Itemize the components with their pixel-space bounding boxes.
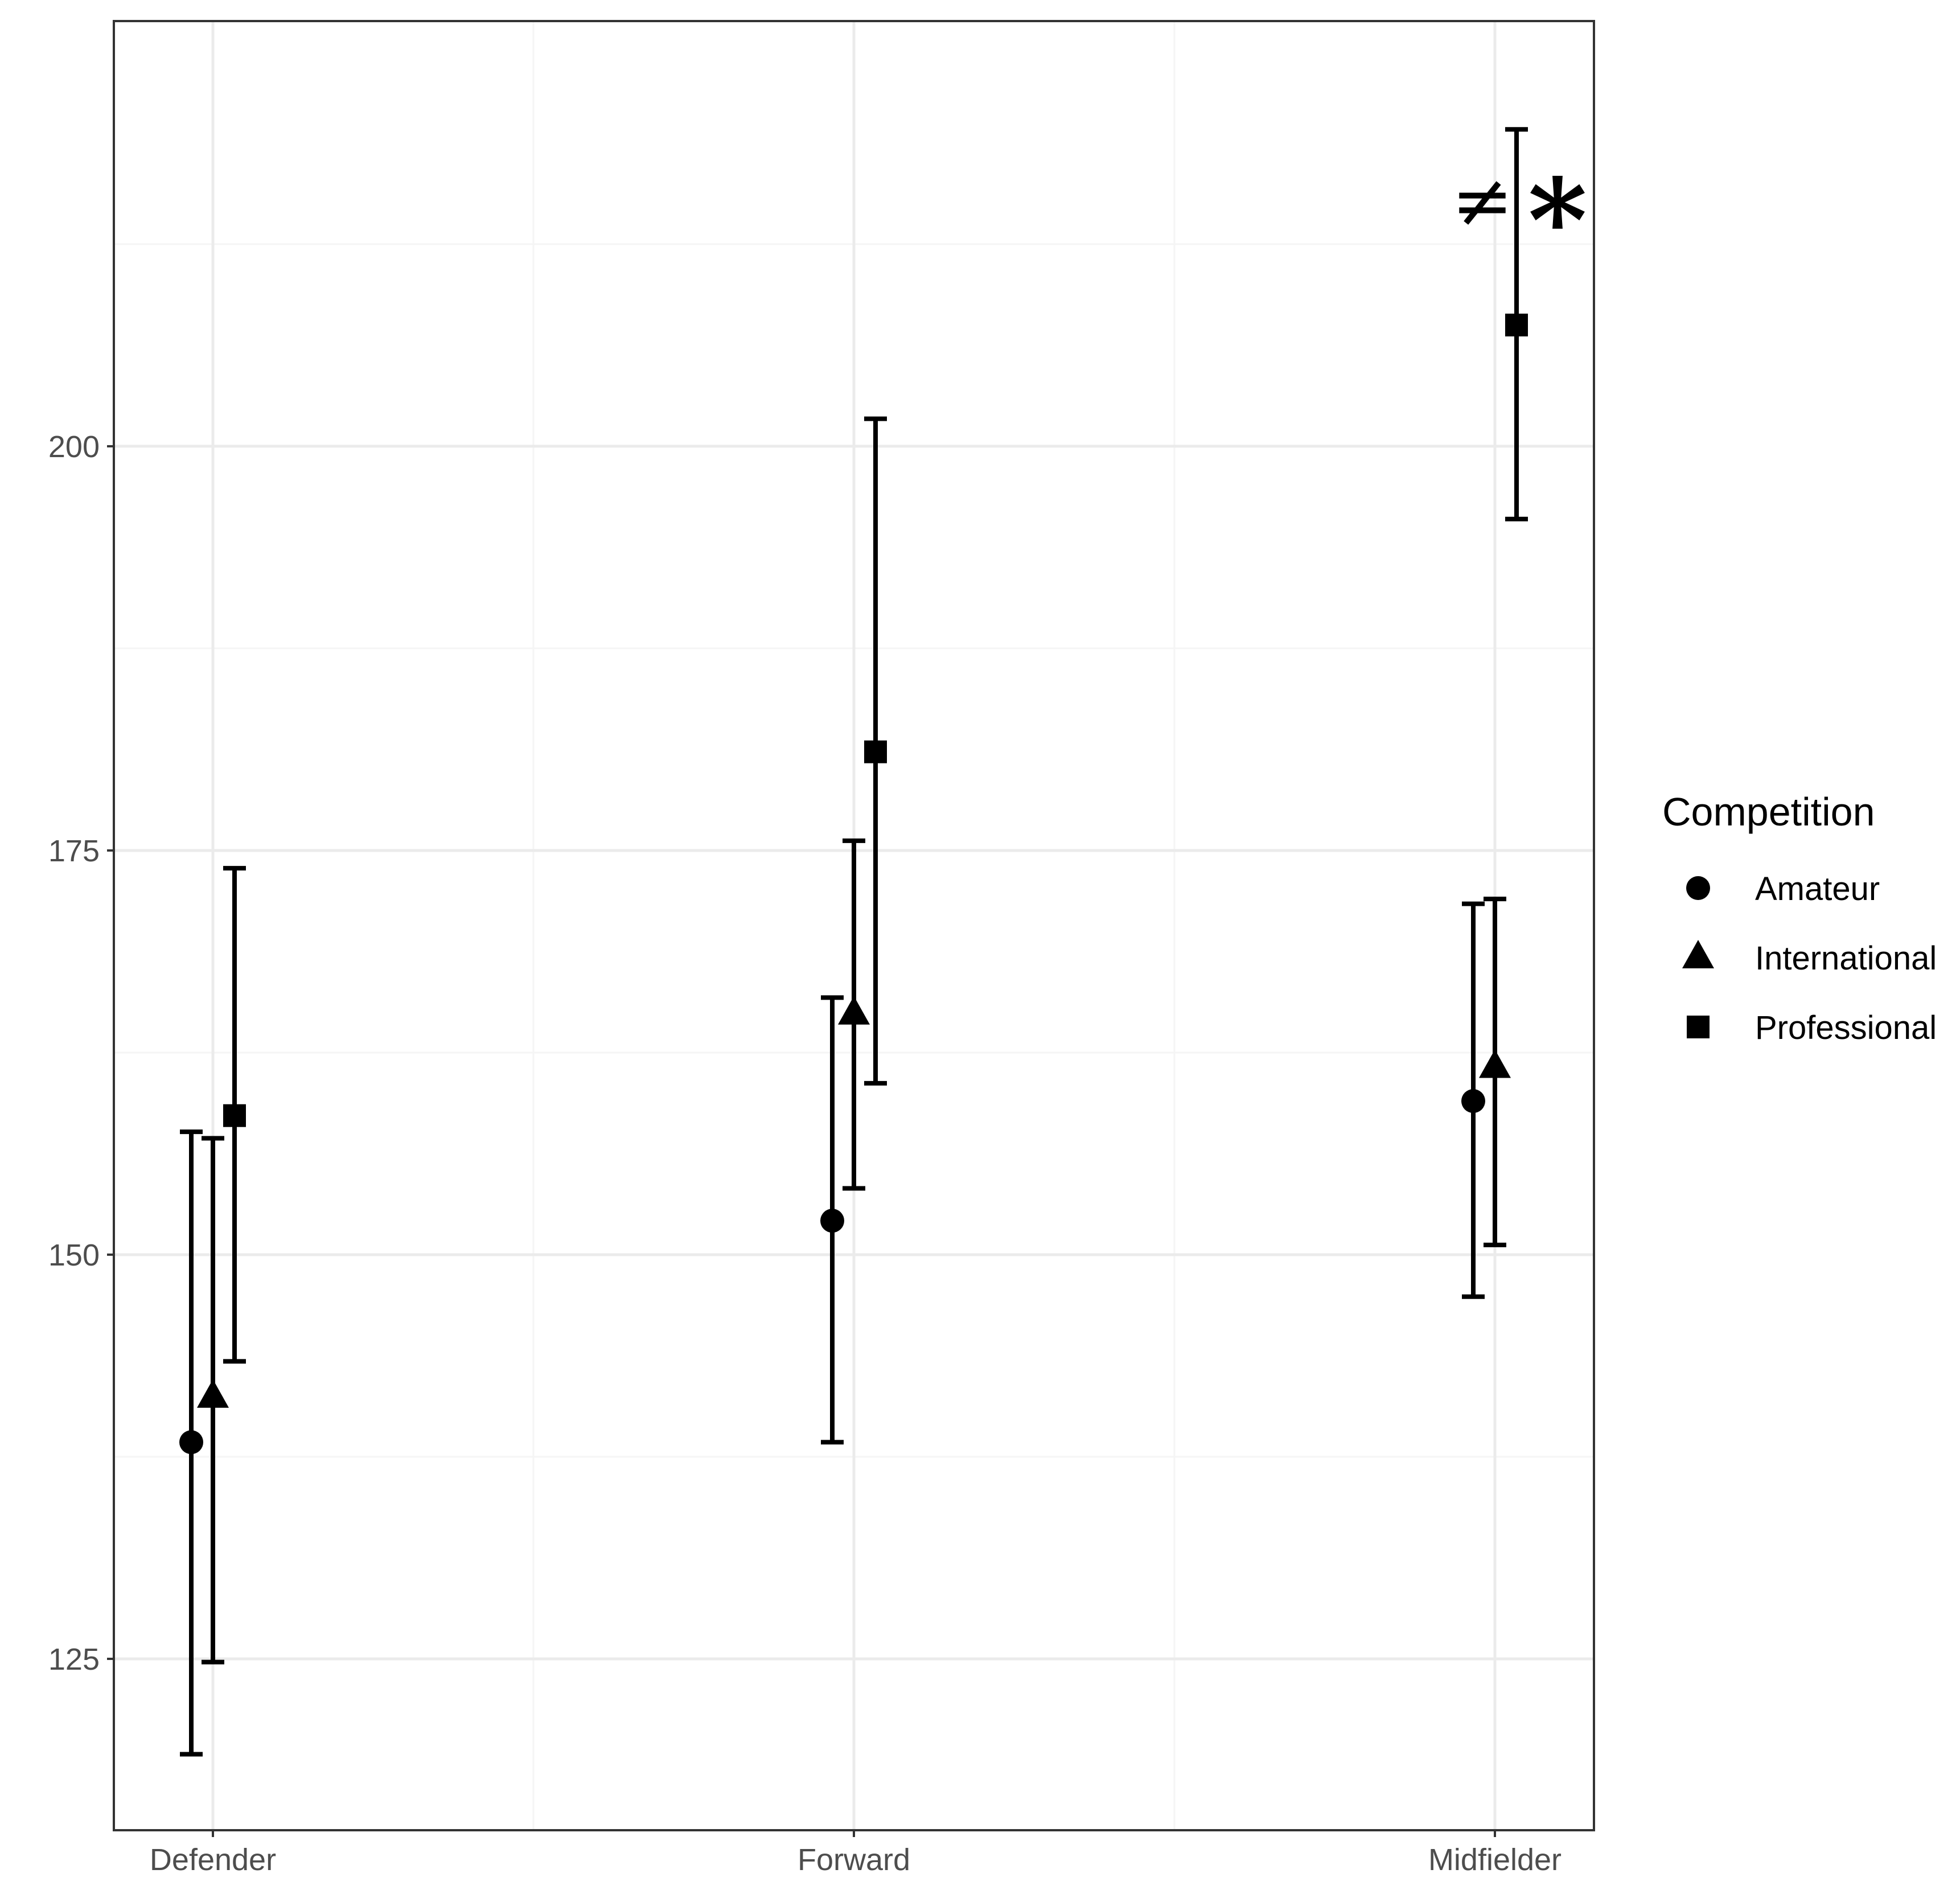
- legend-key-professional: [1687, 1016, 1710, 1038]
- y-tick-label: 125: [48, 1642, 100, 1677]
- axis-ticks: [107, 445, 1496, 1837]
- y-tick-label: 150: [48, 1238, 100, 1272]
- legend-label-professional: Professional: [1755, 1009, 1937, 1046]
- point-professional-forward: [864, 740, 887, 763]
- legend-label-international: International: [1755, 940, 1937, 977]
- point-professional-defender: [223, 1104, 246, 1127]
- annotation-not-equal: ≠: [1452, 157, 1514, 244]
- legend: Competition Amateur International Professi…: [1662, 790, 1937, 1046]
- y-tick-label: 175: [48, 834, 100, 868]
- y-tick-label: 200: [48, 430, 100, 464]
- legend-label-amateur: Amateur: [1755, 870, 1880, 907]
- x-tick-label-defender: Defender: [150, 1843, 276, 1877]
- annotation-asterisk: *: [1528, 154, 1588, 287]
- point-amateur-midfielder: [1461, 1089, 1485, 1114]
- x-tick-label-midfielder: Midfielder: [1428, 1843, 1562, 1877]
- data-marks: [179, 127, 1528, 1757]
- x-tick-label-forward: Forward: [798, 1843, 910, 1877]
- point-international-defender: [197, 1379, 229, 1408]
- point-amateur-forward: [820, 1209, 844, 1233]
- point-professional-midfielder: [1505, 313, 1528, 336]
- point-international-forward: [838, 996, 870, 1025]
- legend-key-international: [1682, 940, 1714, 968]
- annotations: ≠ *: [1452, 154, 1588, 287]
- point-amateur-defender: [179, 1430, 203, 1455]
- axis-labels: 125 150 175 200 Defender Forward Midfielder: [48, 430, 1562, 1877]
- legend-key-amateur: [1686, 876, 1710, 900]
- legend-title: Competition: [1662, 790, 1875, 834]
- point-international-midfielder: [1479, 1049, 1511, 1078]
